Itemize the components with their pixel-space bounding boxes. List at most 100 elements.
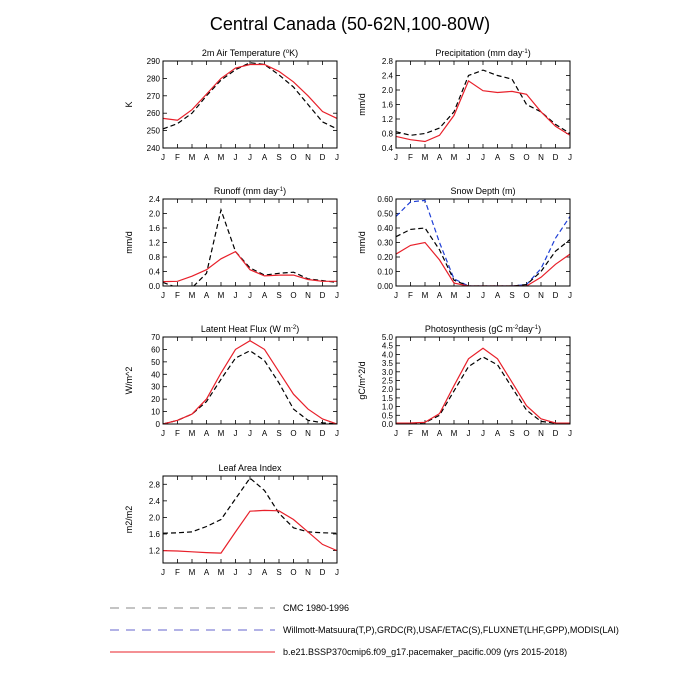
x-tick-label: J: [481, 153, 485, 162]
panel-5: Latent Heat Flux (W m-2) 0 10 20 30 40 50 60 70 J…: [124, 324, 339, 438]
x-tick-label: M: [189, 429, 196, 438]
x-tick-label: A: [262, 153, 268, 162]
y-tick-label: 0.0: [149, 282, 161, 291]
plot-frame: [395, 60, 571, 149]
y-tick-label: 0.4: [149, 268, 161, 277]
y-tick-label: 3.0: [382, 368, 394, 377]
x-tick-label: D: [553, 153, 559, 162]
legend-label: CMC 1980-1996: [283, 603, 349, 613]
x-tick-label: F: [408, 291, 413, 300]
panel-title: Snow Depth (m): [450, 186, 515, 196]
x-tick-label: F: [175, 153, 180, 162]
x-tick-label: M: [189, 291, 196, 300]
x-tick-label: M: [451, 153, 458, 162]
y-tick-label: 0.00: [377, 282, 393, 291]
x-tick-label: J: [335, 291, 339, 300]
y-tick-label: 0.60: [377, 195, 393, 204]
legend-label: Willmott-Matsuura(T,P),GRDC(R),USAF/ETAC…: [283, 625, 619, 635]
y-axis-label: mm/d: [357, 93, 367, 116]
y-tick-label: 2.4: [149, 195, 161, 204]
x-tick-label: J: [161, 429, 165, 438]
x-tick-label: A: [495, 291, 501, 300]
y-tick-label: 2.4: [382, 72, 394, 81]
y-tick-label: 280: [147, 74, 161, 83]
y-axis-label: W/m^2: [124, 367, 134, 395]
y-tick-label: 2.8: [149, 480, 161, 489]
y-tick-label: 0.50: [377, 210, 393, 219]
x-tick-label: N: [305, 153, 311, 162]
x-tick-label: J: [467, 153, 471, 162]
series-line-model: [163, 250, 337, 283]
series-line-model: [396, 79, 570, 143]
x-tick-label: J: [568, 153, 572, 162]
y-tick-label: 0.40: [377, 224, 393, 233]
y-axis-label: mm/d: [357, 231, 367, 254]
x-tick-label: A: [262, 429, 268, 438]
x-tick-label: D: [320, 568, 326, 577]
y-tick-label: 250: [147, 127, 161, 136]
y-tick-label: 40: [151, 370, 160, 379]
y-tick-label: 0.20: [377, 253, 393, 262]
y-tick-label: 2.0: [382, 385, 394, 394]
plot-frame: [162, 198, 338, 287]
x-tick-label: J: [161, 291, 165, 300]
x-tick-label: D: [553, 291, 559, 300]
panel-title: Photosynthesis (gC m-2day-1): [425, 324, 541, 334]
y-tick-label: 0.0: [382, 420, 394, 429]
y-tick-label: 2.0: [149, 210, 161, 219]
x-tick-label: D: [320, 429, 326, 438]
y-tick-label: 0: [156, 420, 161, 429]
x-tick-label: F: [175, 568, 180, 577]
y-axis-label: m2/m2: [124, 506, 134, 534]
y-tick-label: 20: [151, 395, 160, 404]
panel-1: 2m Air Temperature (oK) 240 250 260 270 280 29…: [124, 48, 339, 162]
y-tick-label: 2.0: [382, 86, 394, 95]
panel-title: Precipitation (mm day-1): [435, 48, 530, 58]
x-tick-label: A: [495, 153, 501, 162]
x-tick-label: N: [538, 291, 544, 300]
y-tick-label: 1.6: [149, 530, 161, 539]
y-tick-label: 260: [147, 109, 161, 118]
plot-frame: [162, 336, 338, 425]
y-tick-label: 4.5: [382, 342, 394, 351]
panel-title: Latent Heat Flux (W m-2): [201, 324, 299, 334]
x-tick-label: M: [422, 429, 429, 438]
x-tick-label: M: [422, 291, 429, 300]
x-tick-label: O: [290, 429, 296, 438]
x-tick-label: S: [276, 568, 281, 577]
plot-frame: [162, 475, 338, 564]
x-tick-label: J: [335, 153, 339, 162]
y-tick-label: 2.0: [149, 513, 161, 522]
y-tick-label: 240: [147, 144, 161, 153]
y-axis-label: K: [124, 101, 134, 107]
x-tick-label: J: [394, 291, 398, 300]
series-line-cmc: [163, 207, 337, 286]
y-tick-label: 50: [151, 358, 160, 367]
series-line-model: [163, 63, 337, 121]
y-tick-label: 290: [147, 57, 161, 66]
y-tick-label: 3.5: [382, 359, 394, 368]
y-tick-label: 0.5: [382, 411, 394, 420]
x-tick-label: J: [394, 153, 398, 162]
x-tick-label: A: [495, 429, 501, 438]
figure-title: Central Canada (50-62N,100-80W): [210, 14, 490, 34]
y-tick-label: 1.2: [149, 239, 161, 248]
series-line-obs: [396, 199, 570, 286]
y-tick-label: 1.6: [149, 224, 161, 233]
x-tick-label: M: [451, 429, 458, 438]
x-tick-label: J: [394, 429, 398, 438]
y-tick-label: 1.5: [382, 394, 394, 403]
series-line-cmc: [396, 356, 570, 424]
y-tick-label: 70: [151, 333, 160, 342]
x-tick-label: A: [437, 429, 443, 438]
y-tick-label: 2.4: [149, 497, 161, 506]
y-tick-label: 10: [151, 408, 160, 417]
y-tick-label: 1.2: [149, 547, 161, 556]
y-tick-label: 0.30: [377, 239, 393, 248]
panel-3: Runoff (mm day-1) 0.0 0.4 0.8 1.2 1.6 2.0 2.4 J F…: [124, 186, 339, 300]
x-tick-label: S: [276, 291, 281, 300]
x-tick-label: J: [234, 153, 238, 162]
series-line-cmc: [163, 350, 337, 424]
y-axis-label: mm/d: [124, 231, 134, 254]
x-tick-label: J: [248, 291, 252, 300]
